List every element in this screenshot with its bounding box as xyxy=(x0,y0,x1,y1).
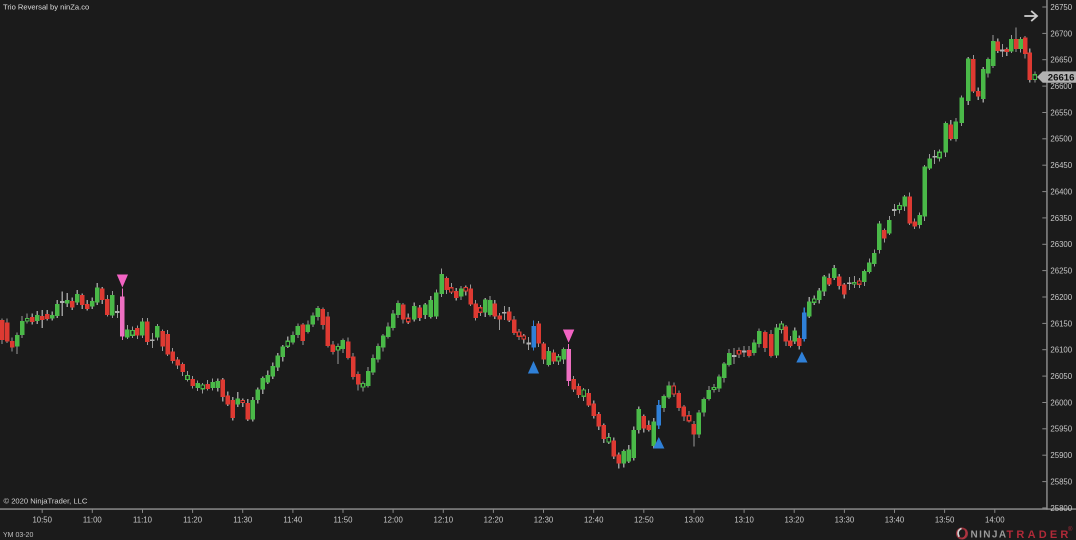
svg-text:11:40: 11:40 xyxy=(283,515,303,524)
svg-text:26500: 26500 xyxy=(1050,135,1072,144)
svg-text:26750: 26750 xyxy=(1050,3,1072,12)
svg-text:26150: 26150 xyxy=(1050,319,1072,328)
svg-text:26300: 26300 xyxy=(1050,240,1072,249)
svg-text:13:50: 13:50 xyxy=(935,515,955,524)
svg-text:12:20: 12:20 xyxy=(484,515,504,524)
svg-text:Trio Reversal by ninZa.co: Trio Reversal by ninZa.co xyxy=(3,2,89,11)
svg-text:YM 03-20: YM 03-20 xyxy=(3,532,33,539)
svg-text:12:10: 12:10 xyxy=(434,515,454,524)
svg-text:26650: 26650 xyxy=(1050,56,1072,65)
svg-text:26400: 26400 xyxy=(1050,188,1072,197)
svg-text:11:30: 11:30 xyxy=(233,515,253,524)
svg-text:25900: 25900 xyxy=(1050,451,1072,460)
svg-text:26350: 26350 xyxy=(1050,214,1072,223)
svg-text:12:50: 12:50 xyxy=(634,515,654,524)
svg-text:© 2020 NinjaTrader, LLC: © 2020 NinjaTrader, LLC xyxy=(4,496,88,505)
svg-text:26200: 26200 xyxy=(1050,293,1072,302)
svg-text:14:00: 14:00 xyxy=(985,515,1005,524)
svg-text:11:10: 11:10 xyxy=(133,515,153,524)
svg-text:25800: 25800 xyxy=(1050,504,1072,513)
svg-text:12:40: 12:40 xyxy=(584,515,604,524)
svg-text:25850: 25850 xyxy=(1050,478,1072,487)
svg-text:11:00: 11:00 xyxy=(83,515,103,524)
svg-text:26000: 26000 xyxy=(1050,398,1072,407)
svg-text:26616: 26616 xyxy=(1048,73,1075,84)
svg-text:NINJA: NINJA xyxy=(971,530,1008,540)
svg-text:26700: 26700 xyxy=(1050,29,1072,38)
svg-text:10:50: 10:50 xyxy=(32,515,52,524)
svg-text:26100: 26100 xyxy=(1050,346,1072,355)
svg-text:13:40: 13:40 xyxy=(885,515,905,524)
svg-text:11:20: 11:20 xyxy=(183,515,203,524)
svg-text:13:20: 13:20 xyxy=(784,515,804,524)
svg-text:®: ® xyxy=(1068,526,1073,533)
svg-text:26250: 26250 xyxy=(1050,267,1072,276)
svg-text:26550: 26550 xyxy=(1050,108,1072,117)
svg-text:25950: 25950 xyxy=(1050,425,1072,434)
svg-text:12:30: 12:30 xyxy=(534,515,554,524)
svg-text:26050: 26050 xyxy=(1050,372,1072,381)
svg-text:26450: 26450 xyxy=(1050,161,1072,170)
svg-text:11:50: 11:50 xyxy=(334,515,354,524)
svg-text:12:00: 12:00 xyxy=(383,515,403,524)
svg-text:TRADER: TRADER xyxy=(1007,529,1072,540)
svg-text:13:00: 13:00 xyxy=(684,515,704,524)
svg-text:13:10: 13:10 xyxy=(734,515,754,524)
svg-text:13:30: 13:30 xyxy=(835,515,855,524)
svg-text:26600: 26600 xyxy=(1050,82,1072,91)
